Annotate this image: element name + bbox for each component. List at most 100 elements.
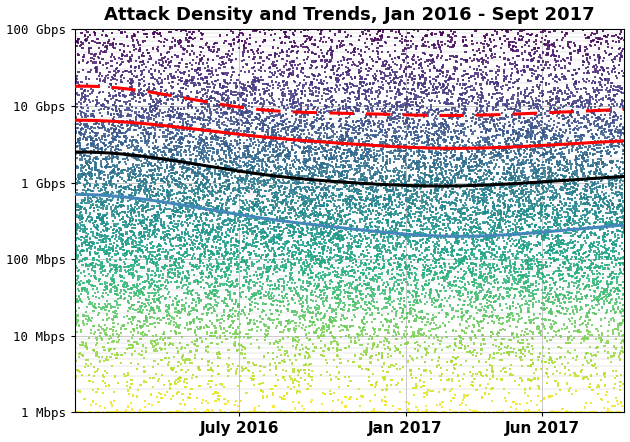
Point xyxy=(344,95,354,102)
Point xyxy=(571,138,581,145)
Point xyxy=(171,243,181,250)
Point xyxy=(397,32,407,39)
Point xyxy=(312,284,322,291)
Point xyxy=(564,387,574,394)
Point xyxy=(86,195,96,202)
Point xyxy=(297,91,307,98)
Point xyxy=(98,26,108,33)
Point xyxy=(159,199,169,206)
Point xyxy=(369,155,379,162)
Point xyxy=(119,26,129,33)
Point xyxy=(369,232,379,239)
Point xyxy=(580,173,590,180)
Point xyxy=(466,297,476,304)
Point xyxy=(282,169,292,176)
Point xyxy=(522,207,532,214)
Point xyxy=(176,78,186,85)
Point xyxy=(410,228,420,235)
Point xyxy=(472,349,483,356)
Point xyxy=(316,263,326,271)
Point xyxy=(164,358,175,366)
Point xyxy=(476,281,486,288)
Point xyxy=(108,26,118,33)
Point xyxy=(75,151,85,158)
Point xyxy=(179,26,189,33)
Point xyxy=(551,194,561,201)
Point xyxy=(280,30,290,37)
Point xyxy=(194,60,204,67)
Point xyxy=(546,116,556,123)
Point xyxy=(382,188,392,195)
Point xyxy=(482,297,492,304)
Point xyxy=(282,168,292,175)
Point xyxy=(414,65,424,72)
Point xyxy=(420,156,430,163)
Point xyxy=(609,238,619,245)
Point xyxy=(578,335,588,342)
Point xyxy=(444,42,454,50)
Point xyxy=(260,234,270,241)
Point xyxy=(219,268,229,275)
Point xyxy=(580,178,590,185)
Point xyxy=(577,176,587,183)
Point xyxy=(382,201,392,208)
Point xyxy=(120,221,130,229)
Point xyxy=(353,300,364,307)
Point xyxy=(423,91,433,98)
Point xyxy=(142,270,152,277)
Point xyxy=(137,307,147,314)
Point xyxy=(505,219,515,226)
Point xyxy=(410,282,420,289)
Point xyxy=(495,63,505,70)
Point xyxy=(559,311,569,318)
Point xyxy=(367,26,377,33)
Point xyxy=(176,213,186,220)
Point xyxy=(525,129,535,136)
Point xyxy=(347,273,357,280)
Point xyxy=(318,165,328,172)
Point xyxy=(396,341,406,348)
Point xyxy=(254,67,264,74)
Point xyxy=(476,250,486,257)
Point xyxy=(461,253,471,260)
Point xyxy=(162,137,172,144)
Point xyxy=(199,181,209,188)
Point xyxy=(113,195,123,202)
Point xyxy=(590,192,600,199)
Point xyxy=(567,191,577,198)
Point xyxy=(554,26,564,33)
Point xyxy=(101,284,112,291)
Point xyxy=(527,31,537,38)
Point xyxy=(433,235,444,242)
Point xyxy=(202,229,212,236)
Point xyxy=(516,216,526,223)
Point xyxy=(544,245,554,252)
Point xyxy=(69,282,79,289)
Point xyxy=(73,171,83,178)
Point xyxy=(394,330,404,337)
Point xyxy=(452,112,462,119)
Point xyxy=(481,371,491,378)
Point xyxy=(345,203,355,210)
Point xyxy=(82,160,92,168)
Point xyxy=(298,238,308,245)
Point xyxy=(126,210,136,217)
Point xyxy=(222,187,232,194)
Point xyxy=(291,149,301,156)
Point xyxy=(564,409,575,416)
Point xyxy=(381,304,391,311)
Point xyxy=(366,122,376,130)
Point xyxy=(323,135,333,142)
Point xyxy=(282,193,292,200)
Point xyxy=(336,255,346,263)
Point xyxy=(103,143,113,150)
Point xyxy=(154,30,164,38)
Point xyxy=(226,110,236,117)
Point xyxy=(151,212,161,219)
Point xyxy=(409,136,419,143)
Point xyxy=(184,161,194,168)
Point xyxy=(564,190,575,197)
Point xyxy=(183,78,193,85)
Point xyxy=(374,168,384,175)
Point xyxy=(401,117,411,124)
